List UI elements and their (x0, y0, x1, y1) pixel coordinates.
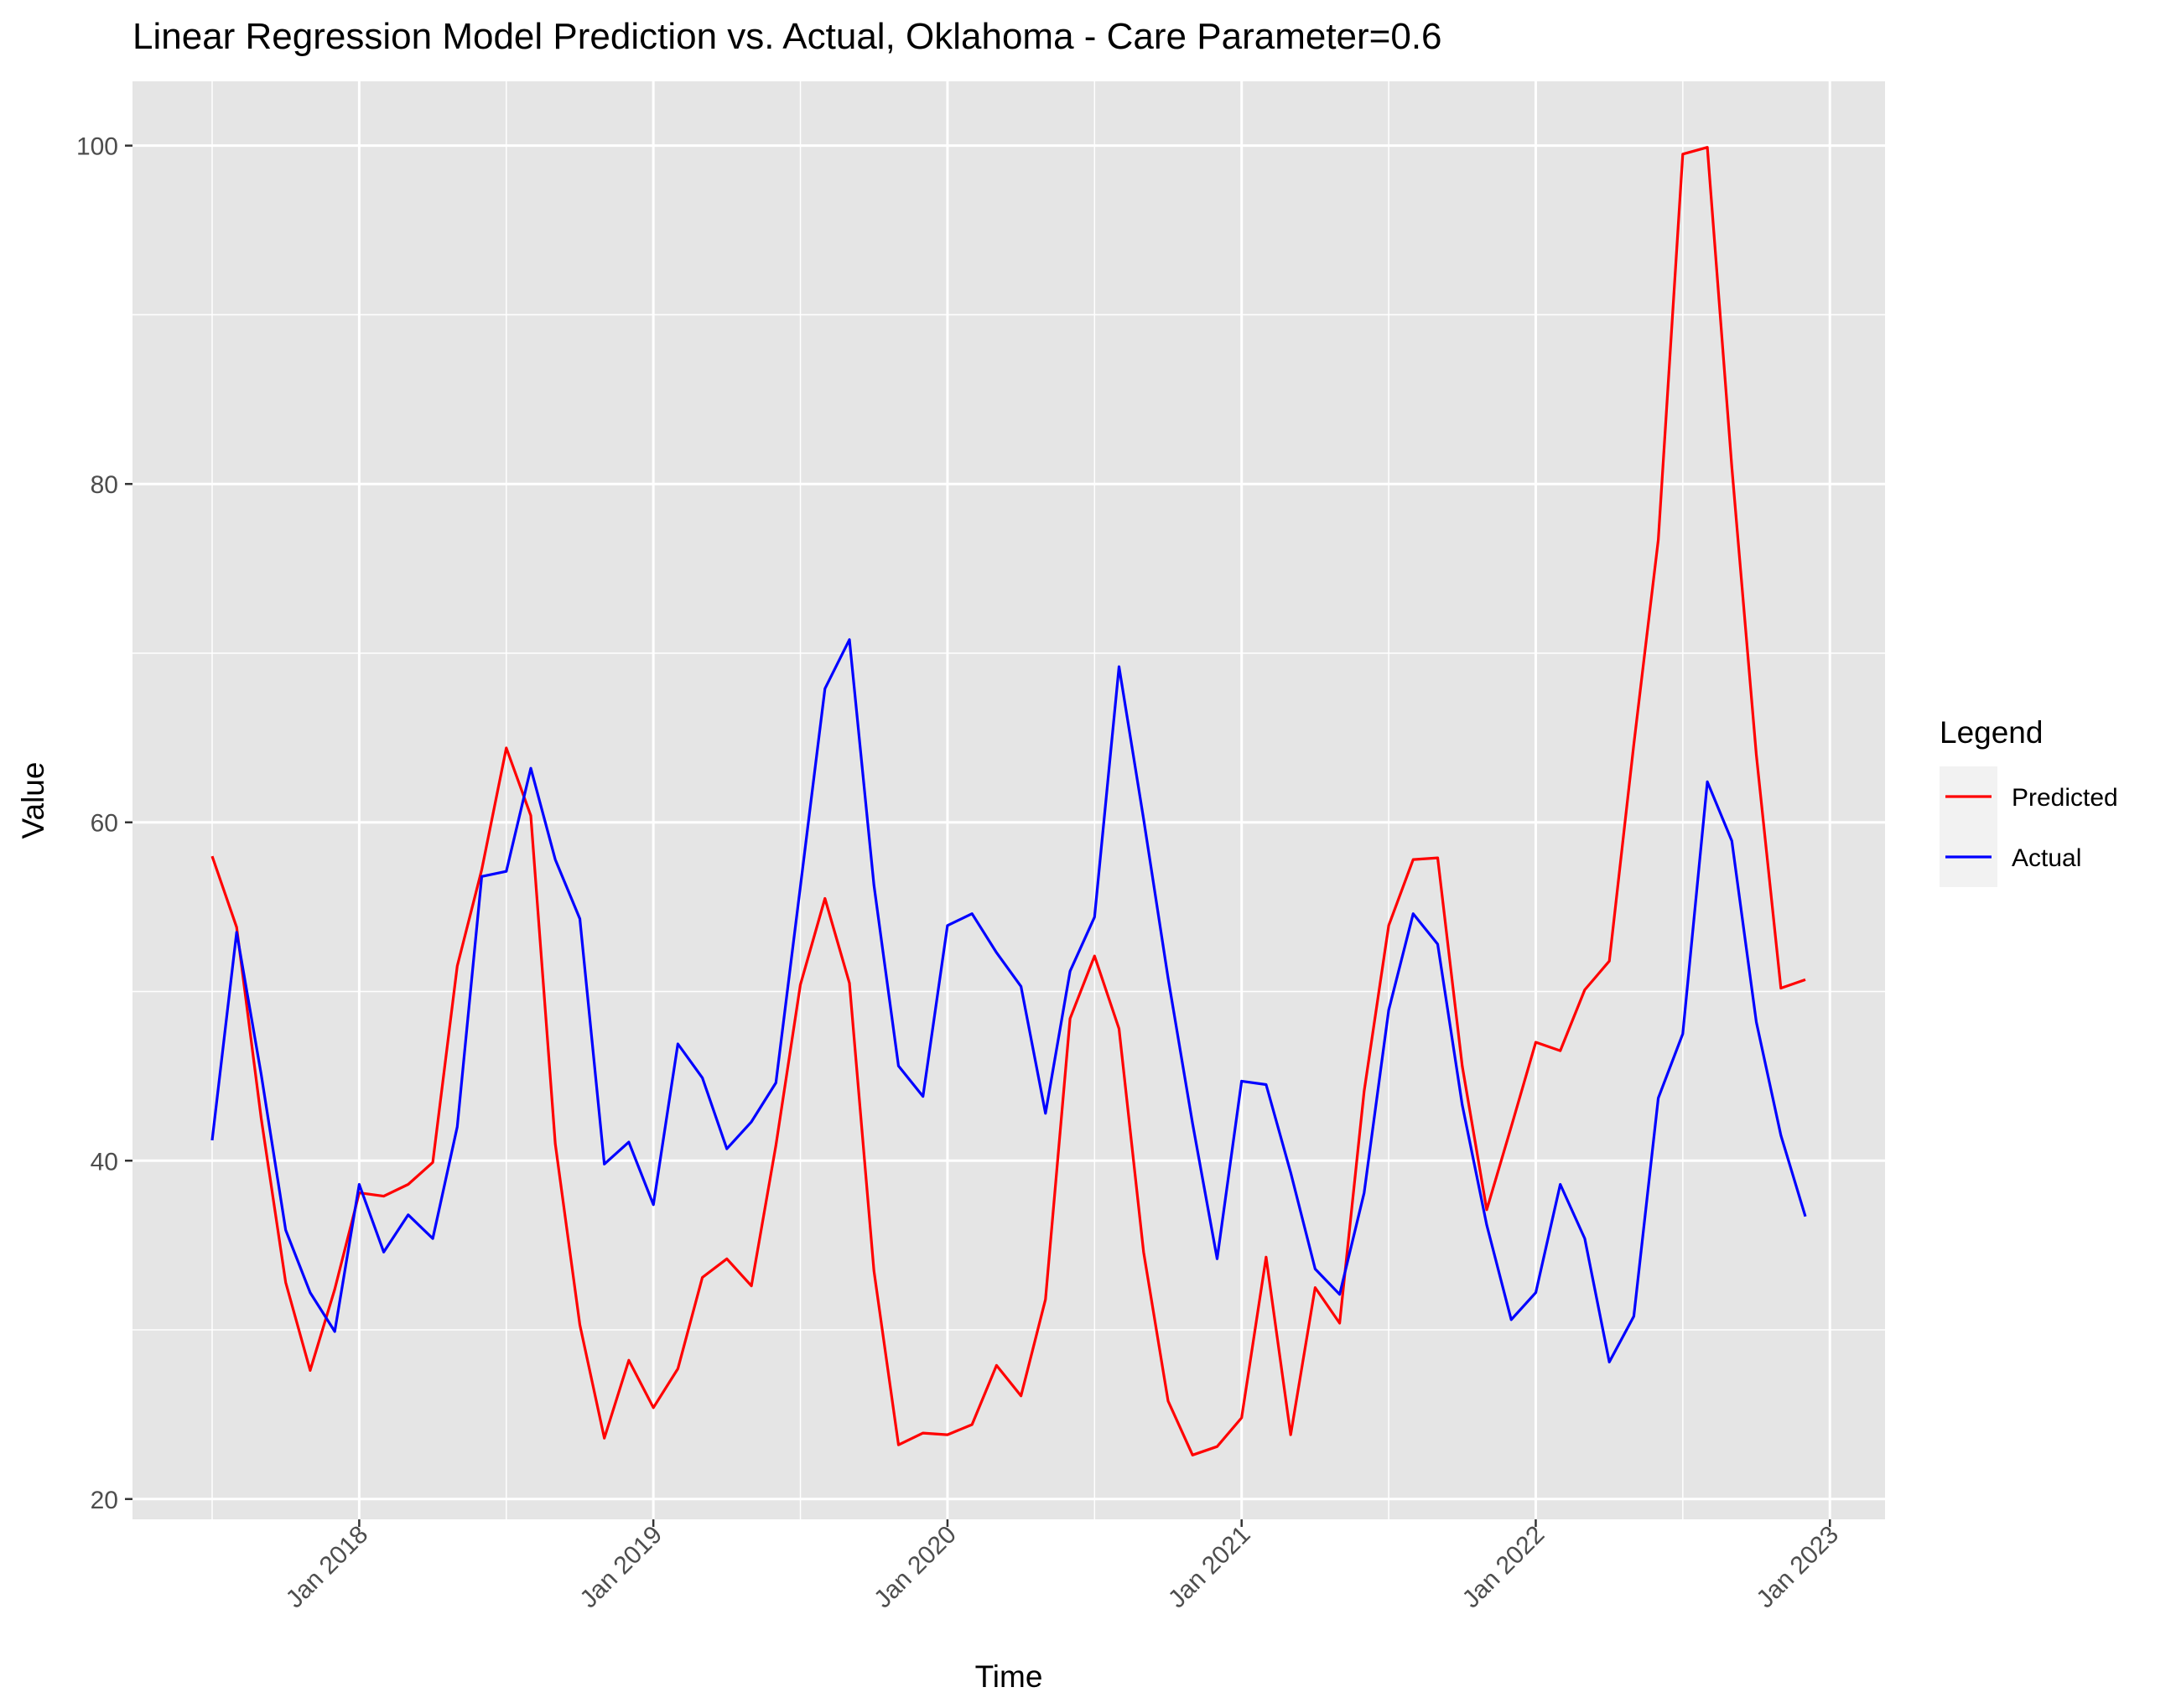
legend-title: Legend (1940, 715, 2043, 750)
series-lines (210, 146, 1807, 1456)
series-line-actual (210, 638, 1807, 1364)
x-tick-label: Jan 2022 (1457, 1521, 1550, 1614)
x-axis: Jan 2018 Jan 2019 Jan 2020 Jan 2021 Jan 2022… (281, 1519, 1844, 1613)
y-tick-label: 20 (91, 1487, 118, 1514)
y-tick-label: 100 (76, 133, 118, 161)
y-axis-title: Value (16, 762, 50, 839)
plot-panel (132, 81, 1885, 1519)
x-tick-label: Jan 2020 (869, 1521, 962, 1614)
legend-label-actual: Actual (2012, 844, 2081, 872)
legend: Legend Predicted Actual (1940, 715, 2118, 887)
legend-label-predicted: Predicted (2012, 784, 2118, 812)
minor-gridlines (132, 81, 1885, 1519)
chart-title: Linear Regression Model Prediction vs. A… (132, 16, 1442, 57)
x-tick-label: Jan 2019 (574, 1521, 667, 1614)
y-tick-label: 80 (91, 471, 118, 499)
y-axis: 20 40 60 80 100 (76, 133, 132, 1514)
y-tick-label: 40 (91, 1148, 118, 1176)
x-axis-title: Time (975, 1659, 1043, 1694)
x-tick-label: Jan 2023 (1752, 1521, 1845, 1614)
major-gridlines (132, 81, 1885, 1519)
x-tick-label: Jan 2018 (281, 1521, 374, 1614)
series-line-predicted (210, 146, 1806, 1456)
y-tick-label: 60 (91, 810, 118, 838)
x-tick-label: Jan 2021 (1163, 1521, 1256, 1614)
